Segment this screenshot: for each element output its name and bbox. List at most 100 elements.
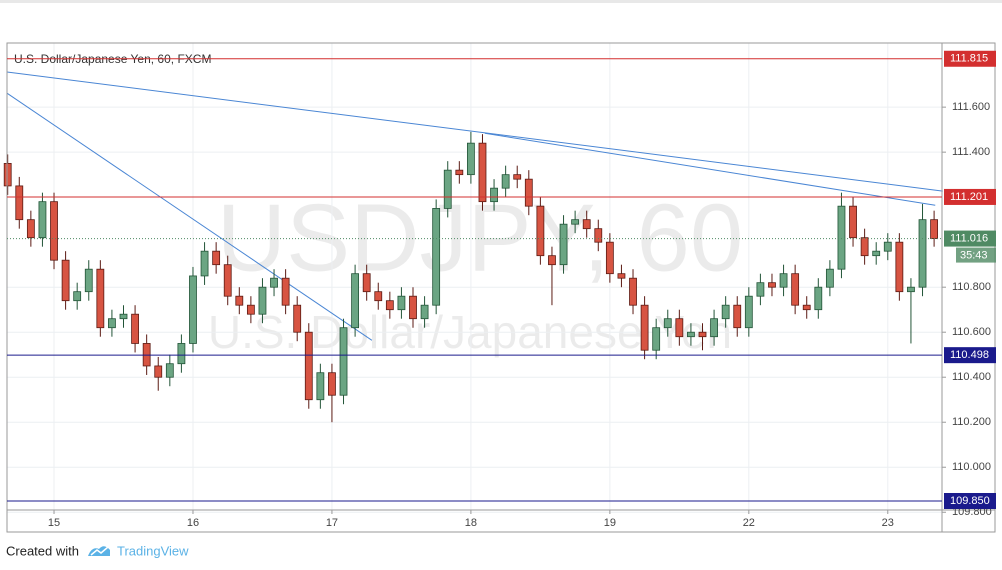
candle-body — [293, 304, 302, 333]
candle-body — [258, 286, 267, 315]
candle-body — [119, 313, 128, 320]
candle-body — [559, 223, 568, 266]
candle-body — [791, 273, 800, 306]
candle-body — [837, 205, 846, 270]
candle-body — [617, 273, 626, 279]
y-tick-label: 109.800 — [952, 506, 992, 518]
candle-body — [687, 331, 695, 338]
candle-body — [756, 282, 765, 297]
footer-brand[interactable]: TradingView — [117, 543, 189, 558]
level-label: 109.850 — [950, 495, 990, 507]
candle-body — [409, 295, 417, 320]
candle-body — [385, 300, 394, 311]
candle-body — [455, 169, 464, 176]
candle-body — [328, 372, 336, 396]
candle-body — [108, 318, 116, 329]
candle-body — [895, 241, 904, 293]
candle-body — [779, 273, 788, 288]
tradingview-logo — [88, 546, 110, 556]
candle-body — [165, 363, 174, 378]
x-tick-label: 18 — [465, 517, 477, 529]
candle-body — [501, 174, 510, 189]
candle-body — [420, 304, 429, 320]
candle-body — [50, 201, 58, 261]
level-label-box — [944, 50, 996, 67]
level-label: 111.201 — [950, 191, 988, 203]
candle-body — [466, 142, 475, 176]
candle-body — [814, 286, 823, 311]
candle-body — [61, 259, 70, 302]
candle-body — [246, 304, 255, 315]
candle-body — [316, 372, 325, 401]
candle-body — [652, 327, 661, 351]
candle-body — [571, 219, 580, 225]
trend-line — [6, 92, 373, 341]
candle-body — [304, 331, 313, 401]
price-label: 111.016 — [950, 232, 988, 244]
y-tick-label: 111.600 — [952, 101, 990, 113]
x-tick-label: 22 — [743, 517, 755, 529]
logo-line — [90, 546, 109, 556]
candle-body — [744, 295, 753, 329]
candle-body — [490, 187, 498, 203]
candle-body — [721, 304, 730, 320]
candle-body — [189, 275, 197, 344]
candle-body — [548, 255, 556, 266]
trend-line — [6, 71, 943, 192]
candle-body — [73, 291, 82, 302]
countdown-box — [956, 247, 996, 263]
candle-body — [930, 219, 938, 239]
candle-body — [131, 313, 139, 344]
candle-body — [710, 318, 718, 338]
candle-body — [663, 318, 672, 329]
y-tick-label: 110.800 — [952, 281, 991, 293]
candle-body — [605, 241, 614, 275]
candle-body — [582, 219, 591, 230]
candle-body — [918, 219, 927, 288]
candle-body — [96, 268, 105, 329]
y-tick-label: 110.400 — [952, 371, 991, 383]
x-tick-label: 23 — [882, 517, 894, 529]
candle-body — [200, 250, 209, 277]
x-tick-label: 15 — [48, 517, 60, 529]
candle-body — [397, 295, 406, 311]
candle-body — [629, 277, 637, 306]
candle-body — [513, 174, 522, 180]
candle-body — [872, 250, 881, 257]
level-label-box — [944, 347, 996, 364]
candle-body — [362, 273, 371, 293]
level-label-box — [944, 492, 996, 509]
candle-body — [212, 250, 221, 266]
y-tick-label: 111.400 — [952, 146, 990, 158]
candle-body — [536, 205, 545, 257]
candle-body — [825, 268, 834, 288]
candle-body — [339, 327, 348, 396]
top-band — [0, 0, 1002, 3]
candle-body — [154, 365, 163, 378]
candle-body — [374, 291, 383, 302]
candle-body — [860, 237, 869, 257]
candle-body — [768, 282, 776, 288]
candle-body — [698, 331, 707, 338]
countdown: 35:43 — [960, 249, 988, 261]
candle-body — [235, 295, 244, 306]
candle-body — [270, 277, 278, 288]
candle-body — [15, 185, 24, 221]
footer-created: Created with — [6, 543, 79, 558]
candle-body — [26, 219, 35, 239]
candle-body — [594, 228, 603, 243]
level-label: 110.498 — [950, 349, 989, 361]
x-tick-label: 19 — [604, 517, 616, 529]
candle-body — [177, 343, 186, 365]
watermark: USDJPY, 60 — [217, 184, 744, 291]
y-tick-label: 110.200 — [952, 416, 991, 428]
candle-body — [351, 273, 360, 329]
price-label-box — [944, 230, 996, 247]
y-tick-label: 110.000 — [952, 461, 991, 473]
candle-body — [3, 163, 12, 187]
candle-body — [223, 264, 232, 297]
candle-body — [524, 178, 533, 207]
x-tick-label: 17 — [326, 517, 338, 529]
candle-body — [443, 169, 452, 209]
